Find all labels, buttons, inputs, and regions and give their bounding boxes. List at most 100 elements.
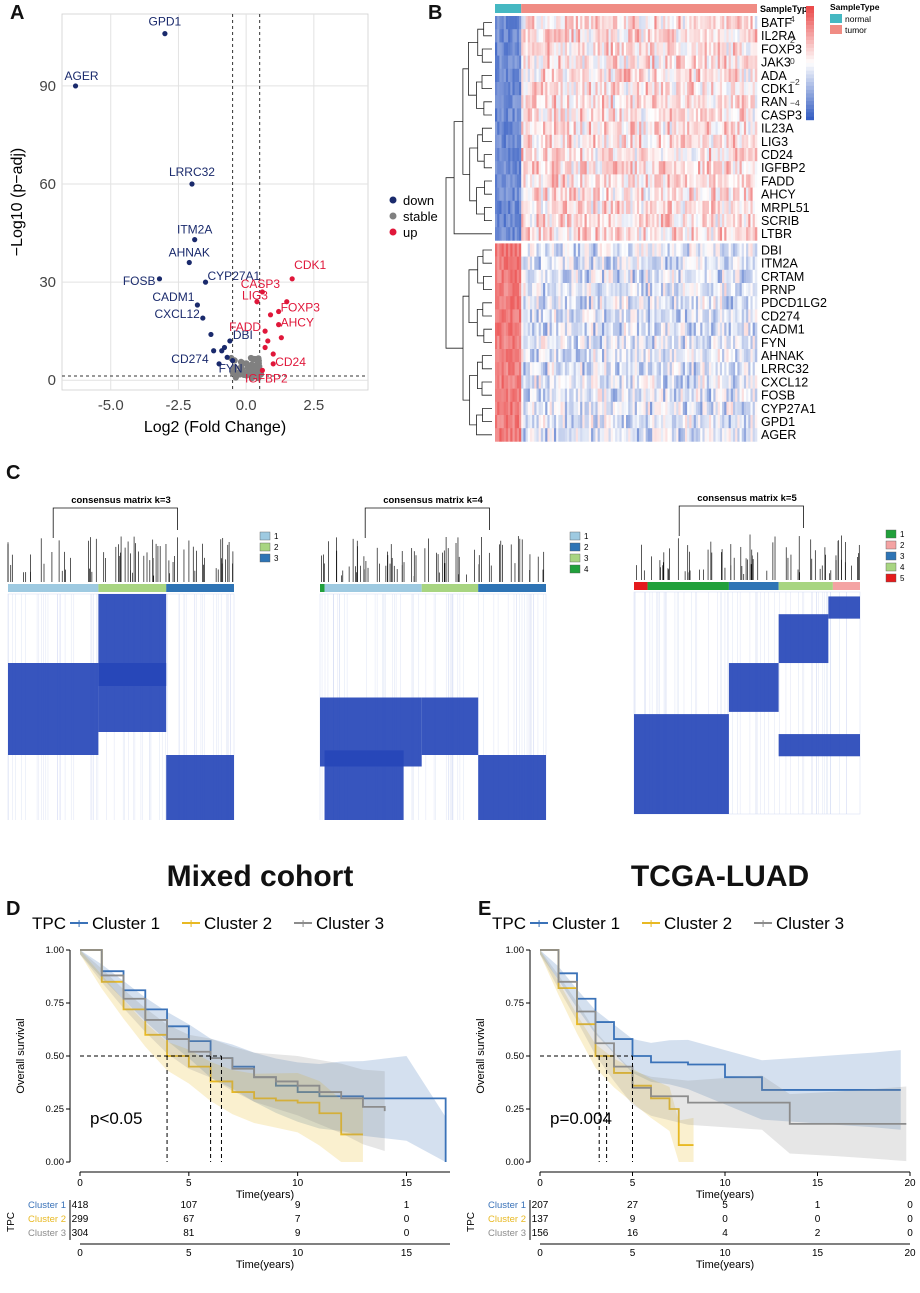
- heatmap-cell: [521, 227, 524, 241]
- heatmap-cell: [693, 42, 697, 56]
- heatmap-cell: [549, 174, 553, 188]
- heatmap-cell: [645, 16, 649, 30]
- heatmap-cell: [752, 68, 756, 83]
- heatmap-cell: [752, 121, 756, 136]
- heatmap-cell: [523, 29, 526, 43]
- heatmap-cell: [684, 335, 688, 350]
- heatmap-cell: [754, 55, 758, 70]
- heatmap-cell: [634, 375, 638, 389]
- heatmap-cell: [654, 55, 657, 70]
- heatmap-cell: [630, 428, 633, 442]
- dendrogram-branch: [482, 408, 492, 422]
- heatmap-cell: [569, 322, 572, 337]
- heatmap-cell: [674, 161, 677, 175]
- heatmap-cell: [532, 121, 535, 136]
- heatmap-cell: [588, 375, 592, 389]
- heatmap-cell: [569, 174, 572, 188]
- heatmap-cell: [571, 174, 574, 188]
- heatmap-cell: [636, 55, 640, 70]
- heatmap-cell: [623, 134, 627, 149]
- heatmap-cell: [521, 121, 524, 136]
- heatmap-cell: [730, 296, 734, 310]
- heatmap-cell: [532, 200, 535, 215]
- heatmap-cell: [562, 296, 566, 310]
- heatmap-cell: [674, 256, 677, 271]
- heatmap-cell: [636, 174, 640, 188]
- heatmap-cell: [682, 243, 686, 257]
- heatmap-cell: [687, 42, 690, 56]
- heatmap-cell: [737, 415, 740, 429]
- heatmap-cell: [741, 148, 745, 162]
- heatmap-cell: [730, 309, 734, 323]
- heatmap-cell: [639, 174, 642, 188]
- heatmap-cell: [667, 174, 670, 188]
- heatmap-cell: [752, 29, 756, 43]
- heatmap-cell: [495, 269, 498, 284]
- heatmap-cell: [663, 335, 666, 350]
- heatmap-cell: [676, 134, 679, 149]
- heatmap-cell: [604, 415, 607, 429]
- heatmap-cell: [512, 283, 515, 297]
- heatmap-cell: [501, 214, 505, 228]
- heatmap-cell: [558, 200, 561, 215]
- heatmap-cell: [619, 16, 622, 30]
- heatmap-cell: [715, 335, 718, 350]
- heatmap-cell: [693, 134, 697, 149]
- heatmap-cell: [608, 134, 612, 149]
- heatmap-cell: [702, 200, 705, 215]
- heatmap-cell: [615, 227, 618, 241]
- heatmap-cell: [691, 174, 694, 188]
- heatmap-cell: [567, 55, 570, 70]
- heatmap-cell: [575, 121, 579, 136]
- heatmap-cell: [750, 335, 753, 350]
- gene-label-up: CDK1: [294, 258, 326, 272]
- heatmap-cell: [689, 82, 692, 96]
- heatmap-cell: [739, 148, 743, 162]
- risk-count: 5: [722, 1200, 728, 1211]
- panel-label-d: D: [6, 898, 21, 920]
- cluster-legend-label: 3: [584, 554, 589, 563]
- heatmap-cell: [519, 243, 522, 257]
- heatmap-cell: [553, 309, 557, 323]
- heatmap-cell: [754, 296, 758, 310]
- heatmap-cell: [654, 296, 657, 310]
- heatmap-cell: [608, 388, 612, 403]
- cluster-bar: [320, 584, 325, 592]
- heatmap-cell: [615, 214, 618, 228]
- heatmap-cell: [553, 227, 557, 241]
- heatmap-cell: [564, 362, 568, 376]
- gene-row-label: DBI: [761, 243, 782, 257]
- up-point: [276, 308, 282, 315]
- consensus-block: [98, 663, 167, 732]
- heatmap-cell: [497, 82, 500, 96]
- heatmap-cell: [564, 121, 568, 136]
- heatmap-cell: [735, 375, 738, 389]
- heatmap-cell: [647, 375, 651, 389]
- heatmap-cell: [540, 322, 544, 337]
- heatmap-cell: [551, 428, 555, 442]
- heatmap-cell: [658, 68, 662, 83]
- heatmap-cell: [595, 68, 598, 83]
- heatmap-cell: [739, 243, 743, 257]
- heatmap-cell: [626, 55, 629, 70]
- heatmap-cell: [514, 375, 518, 389]
- heatmap-cell: [737, 174, 740, 188]
- heatmap-cell: [750, 187, 753, 202]
- heatmap-cell: [743, 29, 747, 43]
- heatmap-cell: [650, 55, 653, 70]
- heatmap-cell: [730, 161, 734, 175]
- heatmap-cell: [604, 29, 607, 43]
- heatmap-cell: [728, 322, 732, 337]
- heatmap-cell: [678, 335, 681, 350]
- heatmap-cell: [525, 269, 529, 284]
- heatmap-cell: [713, 243, 716, 257]
- heatmap-cell: [647, 388, 651, 403]
- colour-scale-step: [806, 74, 814, 79]
- heatmap-cell: [724, 388, 727, 403]
- heatmap-cell: [652, 256, 655, 271]
- heatmap-cell: [728, 42, 732, 56]
- heatmap-cell: [671, 335, 675, 350]
- heatmap-cell: [728, 388, 732, 403]
- heatmap-cell: [623, 187, 627, 202]
- gene-row-label: CXCL12: [761, 375, 808, 389]
